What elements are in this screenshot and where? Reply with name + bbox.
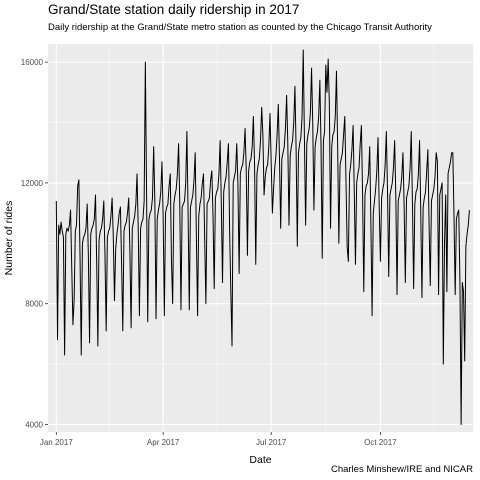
y-axis: 4000 8000 12000 16000 xyxy=(21,58,48,429)
chart-caption: Charles Minshew/IRE and NICAR xyxy=(330,464,473,475)
y-tick-label: 16000 xyxy=(21,58,44,67)
x-axis-title: Date xyxy=(249,454,271,466)
x-tick-label: Oct 2017 xyxy=(364,438,397,447)
ridership-series-line xyxy=(55,49,470,425)
grid-minor xyxy=(48,44,473,432)
chart-title: Grand/State station daily ridership in 2… xyxy=(48,2,300,17)
x-tick-label: Jan 2017 xyxy=(40,438,73,447)
x-axis: Jan 2017 Apr 2017 Jul 2017 Oct 2017 xyxy=(40,432,397,447)
y-tick-label: 8000 xyxy=(25,300,43,309)
y-axis-title: Number of rides xyxy=(3,201,15,276)
chart-subtitle: Daily ridership at the Grand/State metro… xyxy=(48,22,432,33)
x-tick-label: Apr 2017 xyxy=(147,438,180,447)
y-tick-label: 12000 xyxy=(21,179,44,188)
plot-panel xyxy=(48,44,473,432)
y-tick-label: 4000 xyxy=(25,420,43,429)
x-tick-label: Jul 2017 xyxy=(256,438,287,447)
